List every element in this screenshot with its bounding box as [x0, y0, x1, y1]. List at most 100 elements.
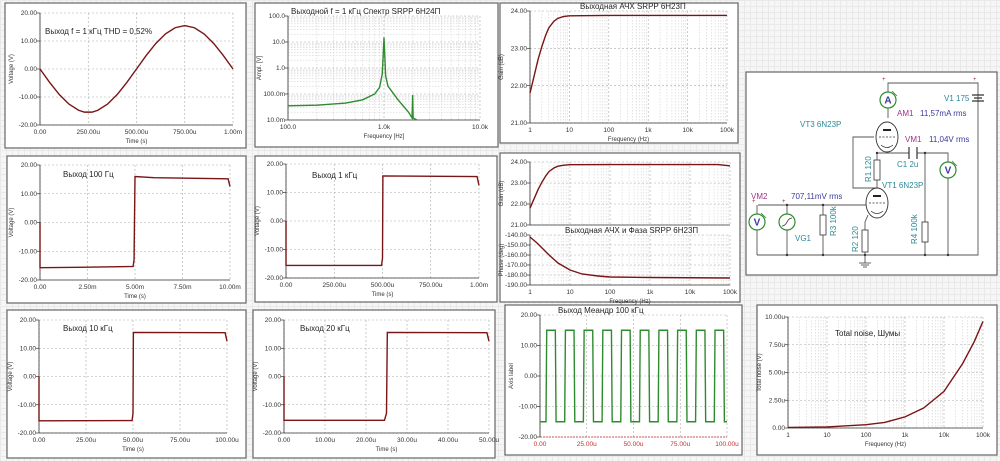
y-tick-label: 100.0m [263, 91, 285, 98]
label-c1: C1 2u [897, 160, 918, 169]
y-axis-label: Voltage (V) [8, 362, 14, 392]
x-tick-label: 20.00u [356, 437, 376, 444]
x-tick-label: 75.00u [670, 441, 690, 448]
x-axis-label: Time (s) [372, 292, 394, 298]
x-tick-label: 100 [605, 289, 616, 296]
series-line [285, 175, 480, 267]
y-tick-label: 0.00 [270, 218, 283, 225]
voltmeter-vm2-icon: V [748, 212, 767, 231]
y-tick-label: -10.00 [19, 94, 38, 101]
plus-sign: + [882, 77, 886, 83]
x-tick-label: 250.00u [323, 282, 347, 289]
y-axis-label: Gain (dB) [499, 54, 505, 80]
y-tick-label: 20.00 [265, 317, 282, 324]
series-line [38, 331, 228, 422]
resistor-r1 [873, 159, 881, 181]
meter-arrow-icon [760, 212, 767, 219]
panel-frame [499, 2, 739, 144]
chart-title: Выход 100 Гц [63, 170, 114, 179]
chart-title: Total noise, Шумы [835, 329, 900, 338]
series-line [287, 37, 418, 121]
y-axis-label: Voltage (V) [253, 362, 259, 392]
x-tick-label: 2.50m [78, 284, 96, 291]
y-tick-label: 10.00 [21, 191, 38, 198]
x-tick-label: 0.00 [534, 441, 547, 448]
x-tick-label: 250.00u [77, 129, 101, 136]
ground-icon [859, 262, 871, 268]
chart-title: Выходная АЧХ SRPP 6Н23П [580, 2, 686, 11]
y-tick-label: -10.00 [519, 404, 538, 411]
x-tick-label: 1k [647, 289, 655, 296]
label-vg1: VG1 [795, 234, 812, 243]
meter-arrow-icon [891, 90, 898, 97]
voltmeter-vm1-icon: V [939, 160, 958, 179]
ammeter-am1-icon-glyph: A [884, 96, 891, 107]
x-tick-label: 10 [566, 127, 574, 134]
x-axis-label: Time (s) [376, 447, 398, 453]
label-r3: R3 100k [829, 205, 838, 236]
x-axis-label: Time (s) [124, 294, 146, 300]
voltmeter-vm1-icon-glyph: V [945, 166, 952, 177]
junction-dot [923, 253, 927, 257]
y-tick-label: -20.00 [19, 122, 38, 129]
y-tick-label: -20.00 [519, 434, 538, 441]
x-tick-label: 100k [720, 127, 735, 134]
y-tick-label: 0.00 [23, 374, 36, 381]
x-tick-label: 40.00u [438, 437, 458, 444]
signal-generator-vg1-icon [778, 213, 796, 231]
srpp-schematic: A V V V1 175 AM1 11,57mA rms VT3 6N23P VM1 11,04… [748, 77, 984, 268]
y-tick-label: 21.00 [511, 120, 528, 127]
chart-meander: 0.00 25.00u 50.00u 75.00u 100.00u -20.00 -10.0… [509, 306, 739, 448]
x-tick-label: 100.00u [215, 437, 239, 444]
y-tick-label: 5.00u [769, 370, 786, 377]
chart-title: Выход 1 кГц [312, 171, 358, 180]
y-tick-label: -190.00 [505, 282, 527, 289]
x-tick-label: 1 [528, 127, 532, 134]
x-tick-label: 100 [603, 127, 614, 134]
chart-title: Выход Меандр 100 кГц [558, 306, 644, 315]
y-tick-label: 10.0m [267, 117, 285, 124]
x-tick-label: 0.00 [280, 282, 293, 289]
x-tick-label: 1 [528, 289, 532, 296]
y-tick-label: -20.00 [18, 430, 37, 437]
tube-cathode [870, 210, 884, 214]
x-tick-label: 25.00u [577, 441, 597, 448]
label-am1: AM1 [897, 109, 914, 118]
y-tick-label: 23.00 [511, 180, 528, 187]
chart-title: Выход 20 кГц [300, 324, 350, 333]
chart-title: Выходная АЧХ и Фаза SRPP 6Н23П [565, 226, 698, 235]
junction-dot [785, 253, 789, 257]
capacitor-c1 [908, 147, 918, 159]
x-tick-label: 1.0k [378, 124, 391, 131]
chart-title: Выход 10 кГц [63, 324, 113, 333]
x-tick-label: 10 [823, 432, 831, 439]
y-tick-label: 20.00 [521, 312, 538, 319]
label-vm2_value: 707,11mV rms [791, 192, 842, 201]
y-tick-label: -170.00 [505, 262, 527, 269]
y-tick-label: -180.00 [505, 272, 527, 279]
tube-cathode [880, 144, 894, 148]
y-tick-label: 2.50u [769, 397, 786, 404]
x-tick-label: 10.00u [315, 437, 335, 444]
x-tick-label: 10.0k [472, 124, 489, 131]
x-tick-label: 0.00 [34, 129, 47, 136]
panel-frame [756, 304, 998, 456]
y-tick-label: 1.0 [276, 65, 285, 72]
chart-gain2: 21.00 22.00 23.00 24.00 Gain (dB) [499, 159, 731, 229]
panel-frame [504, 304, 743, 456]
y-tick-label: 10.0 [272, 39, 285, 46]
y-tick-label: 10.00u [765, 314, 785, 321]
junction-dot [946, 253, 950, 257]
chart-sq100: 0.00 2.50m 5.00m 7.50m 10.00m -20.00 -10.00 0.0… [9, 162, 241, 300]
y-tick-label: 23.00 [511, 46, 528, 53]
x-tick-label: 500.00u [371, 282, 395, 289]
junction-dot [875, 151, 879, 155]
y-tick-label: 20.00 [21, 162, 38, 169]
y-tick-label: 0.00 [772, 425, 785, 432]
label-vt1: VT1 6N23P [882, 181, 923, 190]
y-tick-label: 0.00 [24, 66, 37, 73]
y-tick-label: 24.00 [511, 8, 528, 15]
y-tick-label: 24.00 [511, 159, 528, 166]
chart-noise: 1 10 100 1k 10k 100k 0.00 2.50u 5.00u 7.50u 10.00u… [757, 314, 991, 448]
junction-dot [821, 203, 825, 207]
